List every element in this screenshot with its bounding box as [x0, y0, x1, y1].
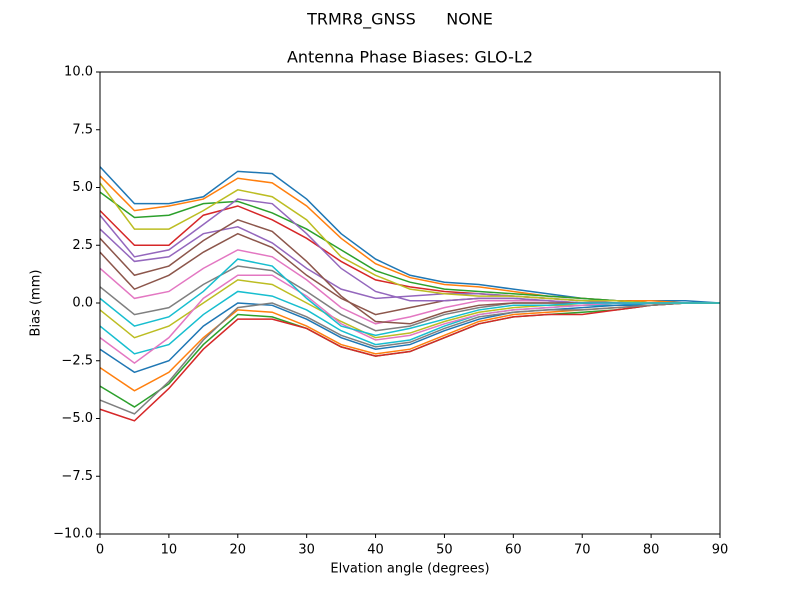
- x-tick-label: 10: [161, 543, 178, 558]
- x-tick-label: 40: [367, 543, 384, 558]
- x-tick-label: 20: [230, 543, 247, 558]
- x-tick-label: 70: [574, 543, 591, 558]
- y-tick-label: 7.5: [72, 122, 93, 137]
- y-tick-label: 2.5: [72, 238, 93, 253]
- x-tick-label: 90: [712, 543, 729, 558]
- chart-title: Antenna Phase Biases: GLO-L2: [287, 48, 533, 67]
- data-line: [99, 302, 720, 415]
- y-tick-label: −2.5: [61, 353, 93, 368]
- data-line: [99, 302, 720, 374]
- x-tick-label: 60: [505, 543, 522, 558]
- y-tick-label: −7.5: [61, 469, 93, 484]
- x-tick-label: 0: [96, 543, 104, 558]
- x-tick-label: 80: [643, 543, 660, 558]
- x-tick-label: 30: [298, 543, 315, 558]
- data-line: [99, 182, 720, 304]
- y-tick-label: 10.0: [64, 65, 93, 80]
- y-tick-label: 0.0: [72, 296, 93, 311]
- plot-frame: [99, 71, 721, 535]
- x-axis-label: Elvation angle (degrees): [330, 562, 489, 577]
- y-tick-label: −5.0: [61, 411, 93, 426]
- y-tick-label: −10.0: [53, 527, 93, 542]
- data-line: [99, 302, 720, 422]
- data-line: [99, 302, 720, 408]
- chart-suptitle: TRMR8_GNSS NONE: [306, 10, 493, 30]
- y-tick-label: 5.0: [72, 180, 93, 195]
- data-line: [99, 258, 720, 337]
- y-axis-label: Bias (mm): [29, 270, 44, 337]
- data-line: [99, 175, 720, 304]
- x-tick-label: 50: [436, 543, 453, 558]
